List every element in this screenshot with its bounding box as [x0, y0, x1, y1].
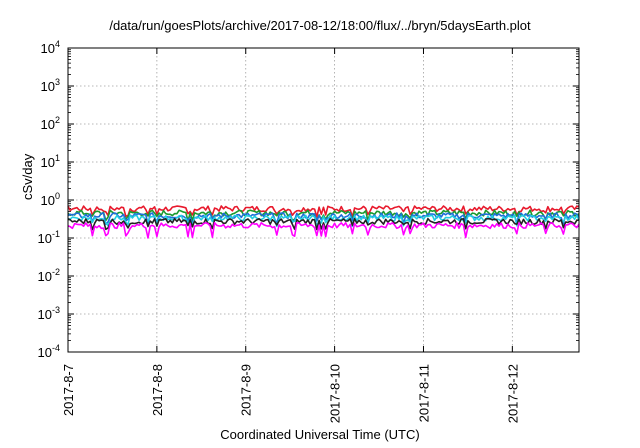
series-line	[67, 217, 580, 231]
chart-title: /data/run/goesPlots/archive/2017-08-12/1…	[109, 18, 531, 33]
y-tick-label: 10-2	[38, 267, 60, 284]
y-tick-label: 104	[41, 39, 60, 56]
x-tick-label: 2017-8-11	[416, 364, 431, 422]
series-line	[67, 205, 580, 218]
series-line	[67, 222, 580, 239]
y-tick-label: 10-4	[38, 343, 60, 360]
x-axis-label: Coordinated Universal Time (UTC)	[220, 427, 420, 442]
y-tick-label: 102	[41, 115, 60, 132]
y-tick-label: 10-1	[38, 229, 60, 246]
y-tick-label: 101	[41, 153, 60, 170]
y-axis-label: cSv/day	[20, 153, 35, 200]
x-tick-label: 2017-8-8	[150, 364, 165, 416]
x-tick-label: 2017-8-9	[239, 364, 254, 416]
x-tick-label: 2017-8-12	[505, 364, 520, 423]
y-tick-label: 103	[41, 77, 60, 94]
series-line	[67, 209, 580, 222]
x-tick-label: 2017-8-10	[328, 364, 343, 423]
plot-frame	[67, 47, 580, 353]
y-tick-label: 10-3	[38, 305, 60, 322]
x-tick-label: 2017-8-7	[61, 364, 76, 416]
y-tick-label: 100	[41, 191, 60, 208]
